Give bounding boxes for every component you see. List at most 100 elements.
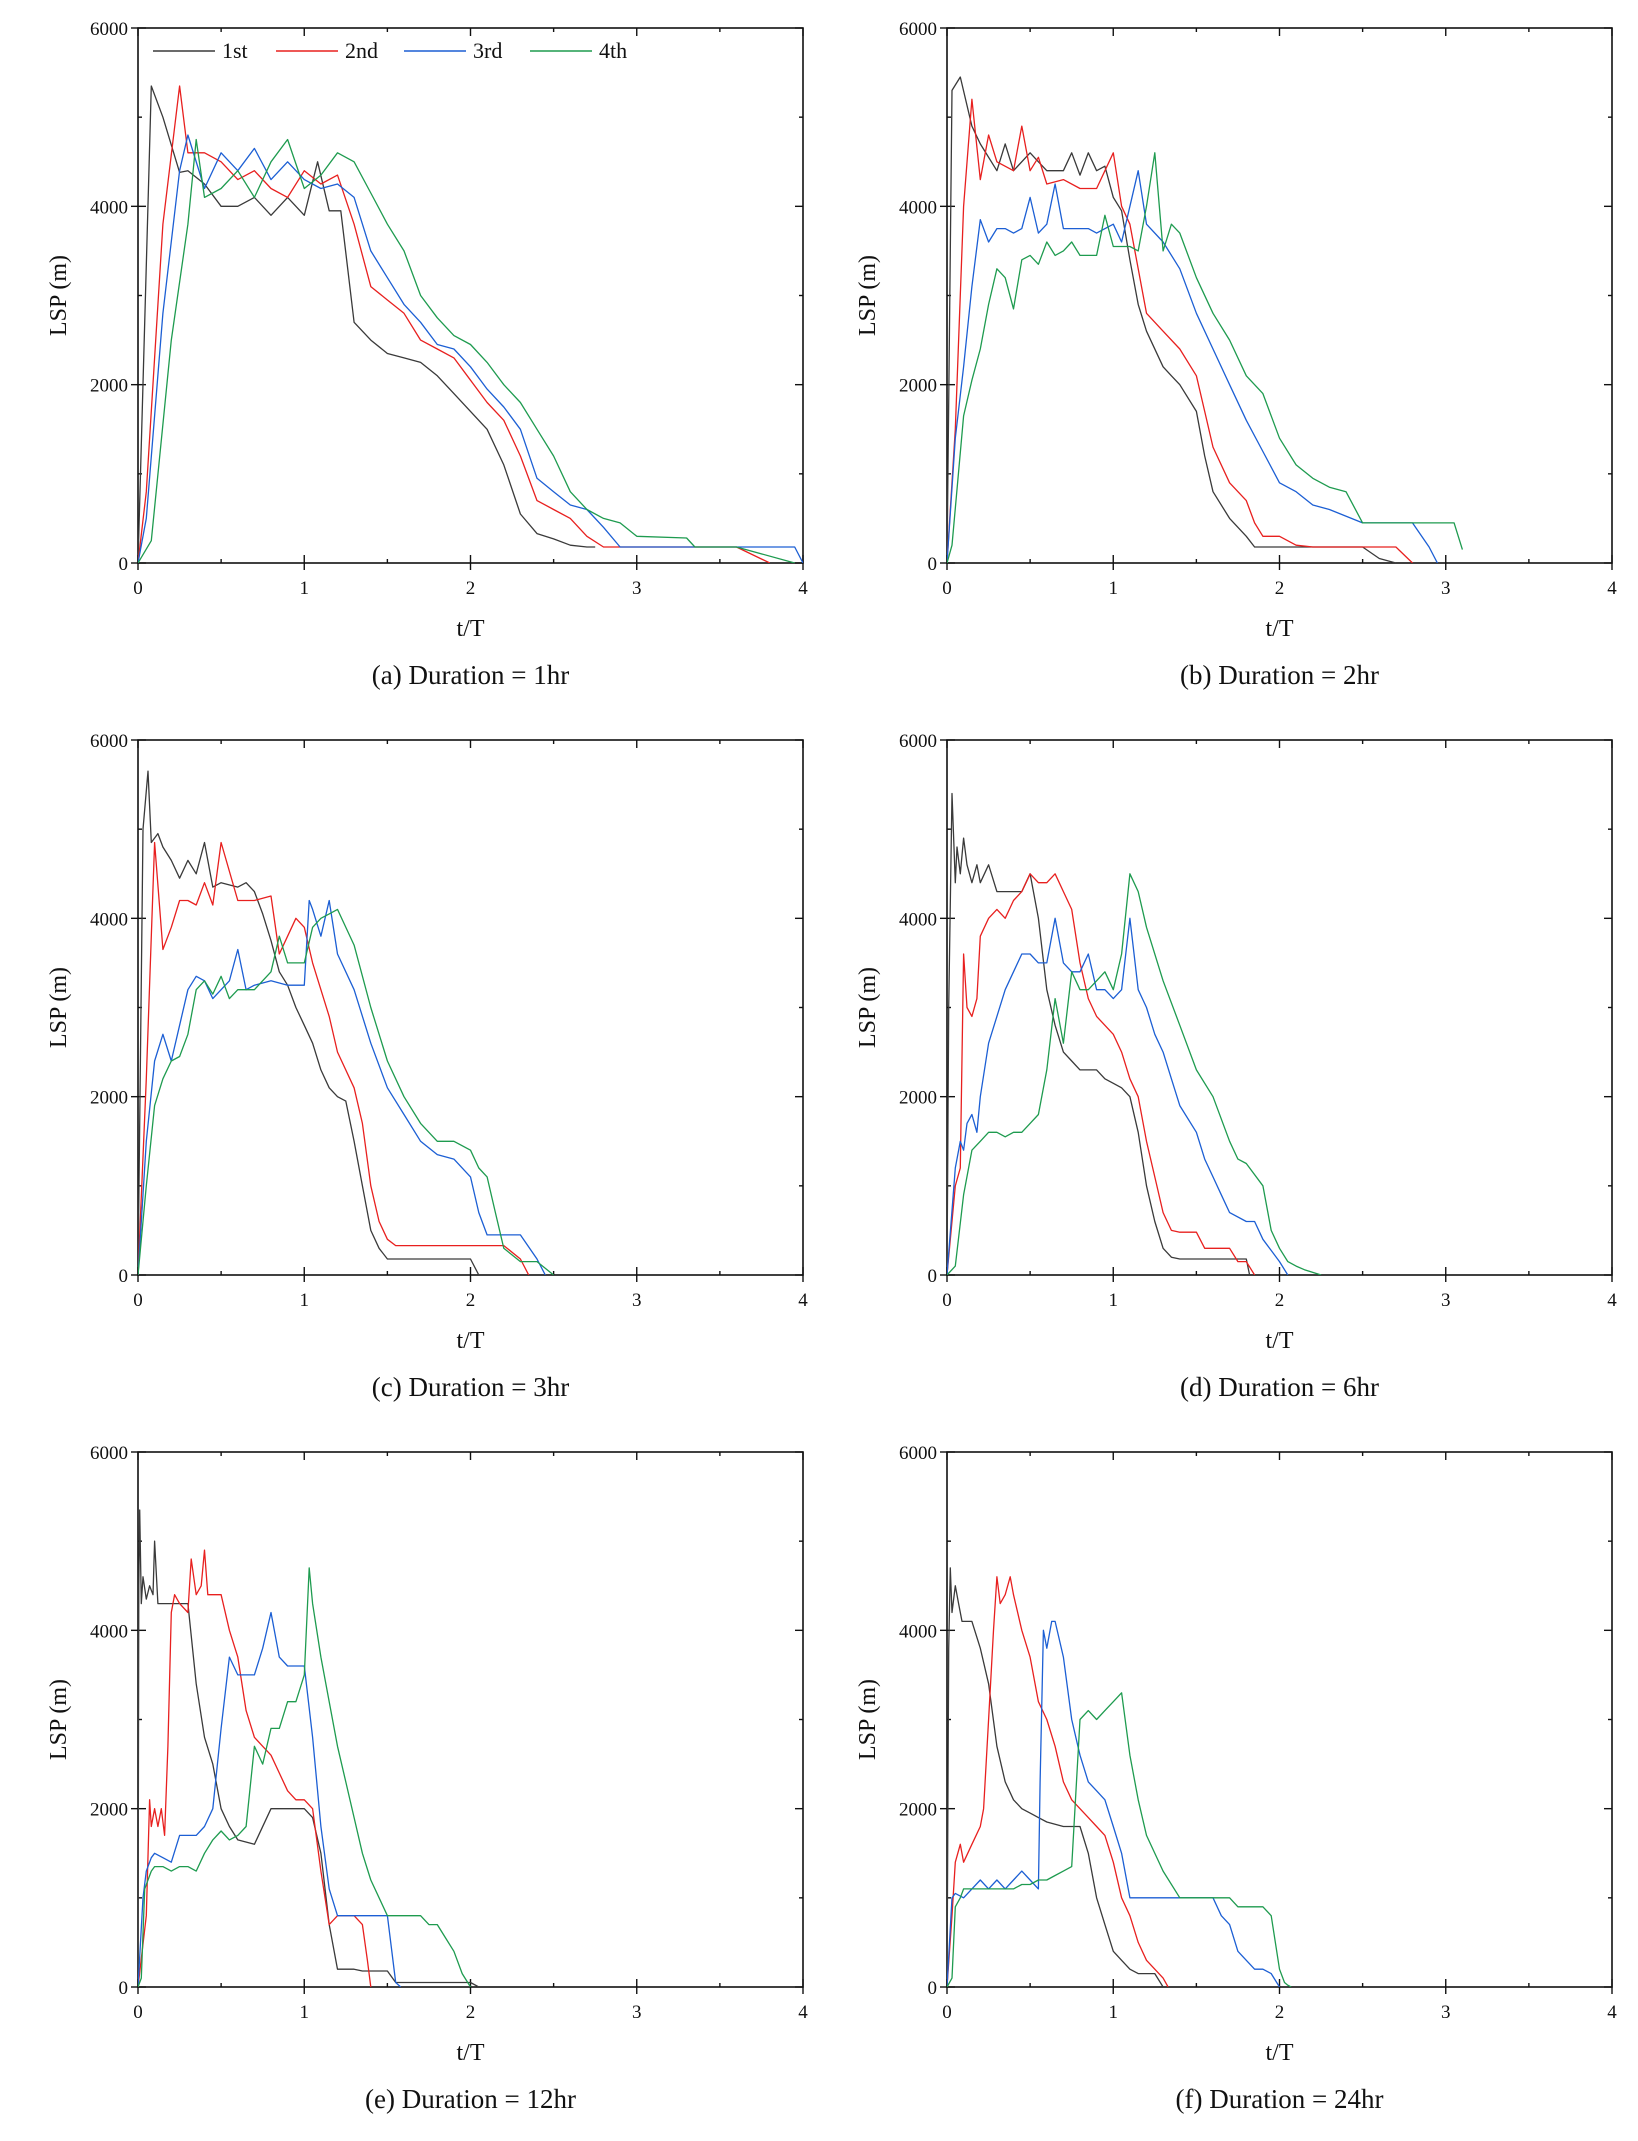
series-line-2nd: [138, 1549, 372, 1987]
y-tick-label: 0: [928, 1266, 938, 1287]
chart-panel-e: 0 1 2 3 4 0 2000 4000 6000 t/T LSP (m) (e) Duration…: [46, 1443, 808, 2114]
x-axis-title: t/T: [1266, 2040, 1294, 2066]
plot-frame: [137, 739, 804, 1276]
x-tick-label: 4: [798, 2002, 808, 2023]
y-tick-label: 2000: [90, 1088, 128, 1109]
legend-label-1st: 1st: [222, 38, 248, 63]
x-tick-label: 4: [798, 578, 808, 599]
x-tick-label: 0: [942, 2002, 952, 2023]
y-tick-label: 0: [928, 1978, 938, 1999]
x-tick-label: 0: [133, 2002, 143, 2023]
legend-label-4th: 4th: [599, 38, 627, 63]
x-axis-title: t/T: [1266, 616, 1294, 642]
x-tick-label: 2: [466, 2002, 476, 2023]
legend: 1st 2nd 3rd 4th: [153, 38, 627, 63]
y-tick-label: 2000: [899, 376, 937, 397]
x-tick-label: 4: [798, 1290, 808, 1311]
y-tick-label: 6000: [899, 1443, 937, 1464]
x-tick-label: 1: [300, 578, 310, 599]
panel-caption: (a) Duration = 1hr: [372, 660, 569, 690]
series-line-4th: [138, 1567, 472, 1987]
y-tick-label: 2000: [899, 1088, 937, 1109]
series-line-3rd: [947, 917, 1289, 1275]
x-tick-label: 3: [1441, 578, 1451, 599]
y-tick-label: 0: [119, 554, 129, 575]
x-tick-label: 4: [1607, 1290, 1617, 1311]
y-tick-label: 4000: [90, 197, 128, 218]
panel-caption: (b) Duration = 2hr: [1180, 660, 1379, 690]
series-line-4th: [947, 1692, 1292, 1987]
y-tick-label: 4000: [90, 1621, 128, 1642]
y-tick-label: 6000: [899, 19, 937, 40]
panel-caption: (f) Duration = 24hr: [1176, 2084, 1384, 2114]
chart-panel-d: 0 1 2 3 4 0 2000 4000 6000 t/T LSP (m) (d) Duration…: [855, 731, 1617, 1402]
x-tick-label: 3: [1441, 1290, 1451, 1311]
series-line-2nd: [947, 873, 1256, 1275]
y-tick-label: 6000: [90, 19, 128, 40]
y-axis-title: LSP (m): [855, 967, 881, 1048]
y-axis-title: LSP (m): [855, 1679, 881, 1760]
x-tick-label: 1: [1109, 578, 1119, 599]
x-tick-label: 2: [1275, 578, 1285, 599]
x-tick-label: 0: [133, 578, 143, 599]
y-tick-label: 4000: [899, 197, 937, 218]
panel-caption: (c) Duration = 3hr: [372, 1372, 569, 1402]
x-tick-label: 1: [1109, 1290, 1119, 1311]
series-line-1st: [947, 76, 1397, 563]
series-line-3rd: [138, 899, 546, 1275]
legend-label-3rd: 3rd: [473, 38, 502, 63]
x-tick-label: 3: [632, 578, 642, 599]
series-line-3rd: [947, 1620, 1281, 1987]
x-axis-title: t/T: [457, 2040, 485, 2066]
series-line-4th: [947, 873, 1322, 1275]
series-line-1st: [138, 85, 596, 563]
x-tick-label: 4: [1607, 578, 1617, 599]
y-tick-label: 2000: [90, 1800, 128, 1821]
legend-label-2nd: 2nd: [345, 38, 378, 63]
series-line-3rd: [947, 170, 1438, 563]
series-line-1st: [138, 770, 480, 1275]
series-line-1st: [138, 1509, 480, 1987]
x-tick-label: 0: [133, 1290, 143, 1311]
x-tick-label: 0: [942, 1290, 952, 1311]
series-line-2nd: [947, 98, 1413, 563]
series-line-1st: [947, 1567, 1164, 1987]
x-tick-label: 3: [632, 2002, 642, 2023]
x-axis-title: t/T: [457, 1328, 485, 1354]
chart-panel-b: 0 1 2 3 4 0 2000 4000 6000 t/T LSP (m) (b) Duration…: [855, 19, 1617, 690]
y-tick-label: 4000: [899, 1621, 937, 1642]
series-line-4th: [947, 152, 1464, 563]
x-tick-label: 2: [466, 1290, 476, 1311]
chart-panel-c: 0 1 2 3 4 0 2000 4000 6000 t/T LSP (m) (c) Duration…: [46, 731, 808, 1402]
series-line-2nd: [138, 841, 530, 1275]
x-axis-title: t/T: [457, 616, 485, 642]
series-line-3rd: [138, 134, 803, 563]
plot-frame: [946, 739, 1613, 1276]
x-tick-label: 0: [942, 578, 952, 599]
x-tick-label: 3: [632, 1290, 642, 1311]
x-tick-label: 2: [466, 578, 476, 599]
plot-frame: [137, 27, 804, 564]
series-line-1st: [947, 792, 1251, 1275]
panel-caption: (d) Duration = 6hr: [1180, 1372, 1379, 1402]
x-axis-title: t/T: [1266, 1328, 1294, 1354]
y-tick-label: 0: [928, 554, 938, 575]
plot-frame: [137, 1451, 804, 1988]
y-tick-label: 6000: [899, 731, 937, 752]
x-tick-label: 1: [1109, 2002, 1119, 2023]
x-tick-label: 1: [300, 2002, 310, 2023]
y-axis-title: LSP (m): [46, 1679, 72, 1760]
x-tick-label: 3: [1441, 2002, 1451, 2023]
series-line-2nd: [947, 1576, 1169, 1987]
panel-caption: (e) Duration = 12hr: [365, 2084, 576, 2114]
series-line-2nd: [138, 85, 771, 563]
y-tick-label: 6000: [90, 731, 128, 752]
x-tick-label: 2: [1275, 1290, 1285, 1311]
chart-panel-a: 0 1 2 3 4 0 2000 4000 6000 t/T LSP (m) (a) Duration…: [46, 19, 808, 690]
series-line-3rd: [138, 1611, 402, 1987]
series-line-4th: [138, 908, 555, 1275]
chart-panel-f: 0 1 2 3 4 0 2000 4000 6000 t/T LSP (m) (f) Duration…: [855, 1443, 1617, 2114]
series-line-4th: [138, 138, 795, 563]
y-tick-label: 4000: [90, 909, 128, 930]
